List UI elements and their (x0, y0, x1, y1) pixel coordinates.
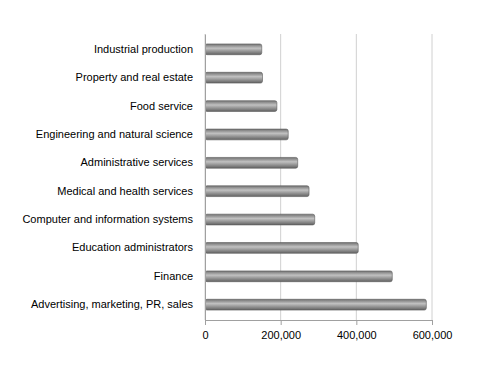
category-label: Food service (130, 100, 193, 112)
chart: 0 200,000 400,000 600,000 Industrial product… (0, 0, 481, 378)
tick-label: 0 (202, 329, 208, 341)
tick: 400,000 (337, 320, 377, 341)
category-tick: Medical and health services (57, 185, 205, 197)
category-label: Property and real estate (76, 71, 193, 83)
bar (205, 271, 392, 282)
bar (205, 299, 426, 310)
grid (205, 34, 432, 320)
tick-mark (432, 320, 433, 325)
plot: 0 200,000 400,000 600,000 Industrial product… (22, 34, 452, 341)
grid-line (432, 34, 433, 320)
category-tick: Food service (130, 100, 205, 112)
tick-mark (281, 320, 282, 325)
category-label: Finance (154, 270, 193, 282)
bar (205, 157, 298, 168)
category-label: Advertising, marketing, PR, sales (31, 298, 194, 310)
category-tick: Property and real estate (76, 71, 205, 83)
x-axis: 0 200,000 400,000 600,000 (202, 320, 452, 341)
category-label: Medical and health services (57, 185, 193, 197)
bars (205, 44, 426, 310)
category-tick: Engineering and natural science (36, 128, 205, 140)
category-tick: Finance (154, 270, 205, 282)
bar (205, 72, 263, 83)
tick-label: 400,000 (337, 329, 377, 341)
category-tick: Computer and information systems (22, 213, 205, 225)
bar (205, 186, 309, 197)
category-label: Administrative services (81, 156, 194, 168)
bar (205, 243, 358, 254)
bar (205, 214, 315, 225)
tick-label: 200,000 (261, 329, 301, 341)
tick: 0 (202, 320, 208, 341)
category-label: Engineering and natural science (36, 128, 193, 140)
bar (205, 101, 277, 112)
bar (205, 44, 262, 55)
tick: 200,000 (261, 320, 301, 341)
grid-line (205, 34, 206, 320)
tick-mark (356, 320, 357, 325)
category-label: Industrial production (94, 43, 193, 55)
tick-mark (205, 320, 206, 325)
y-axis: Industrial production Property and real e… (22, 35, 205, 321)
category-tick: Industrial production (94, 43, 205, 55)
category-label: Computer and information systems (22, 213, 193, 225)
category-tick: Advertising, marketing, PR, sales (31, 298, 205, 310)
axis-line (206, 321, 433, 326)
bar (205, 129, 288, 140)
category-tick: Education administrators (72, 241, 205, 253)
tick-label: 600,000 (413, 329, 453, 341)
category-tick: Administrative services (81, 156, 205, 168)
axis-line (205, 35, 206, 321)
tick: 600,000 (413, 320, 453, 341)
category-label: Education administrators (72, 241, 194, 253)
